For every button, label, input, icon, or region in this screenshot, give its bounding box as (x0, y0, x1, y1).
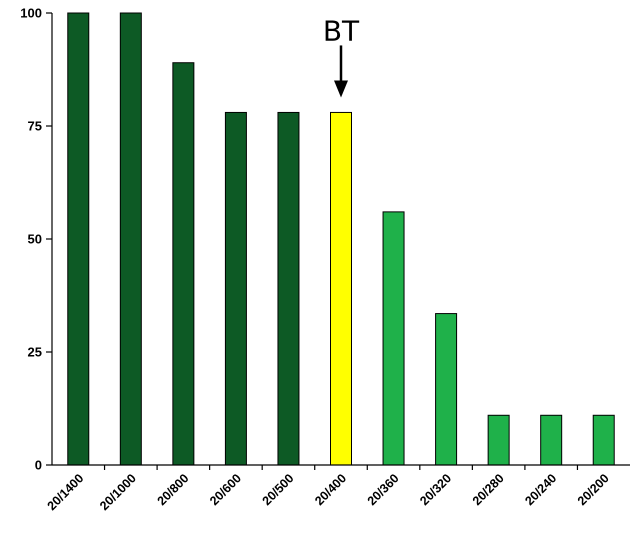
y-tick-label: 50 (28, 232, 42, 247)
x-tick-label: 20/280 (470, 471, 507, 508)
bar-20-320 (435, 313, 458, 466)
x-axis-labels: 20/1400 20/1000 20/800 20/600 20/500 20/400 20… (45, 471, 612, 513)
bar-20-800 (172, 62, 195, 466)
y-tick-label: 75 (28, 119, 42, 134)
x-tick-label: 20/1400 (45, 471, 87, 513)
bar-20-240 (540, 414, 563, 466)
bar-20-400 (330, 111, 352, 466)
x-tick-label: 20/320 (417, 471, 454, 508)
y-axis-ticks: 0 25 50 75 100 (20, 6, 579, 473)
annotation-label: BT (323, 14, 360, 47)
x-tick-label: 20/200 (575, 471, 612, 508)
bar-20-360 (382, 211, 405, 466)
x-tick-label: 20/1000 (97, 471, 139, 513)
x-tick-label: 20/600 (207, 471, 244, 508)
x-tick-label: 20/400 (312, 471, 349, 508)
x-tick-label: 20/240 (522, 471, 559, 508)
y-tick-label: 100 (20, 6, 42, 21)
x-tick-label: 20/800 (155, 471, 192, 508)
x-tick-label: 20/500 (260, 471, 297, 508)
y-tick-label: 25 (28, 345, 42, 360)
bar-20-600 (224, 111, 247, 466)
bar-20-1400 (67, 12, 90, 466)
bar-20-280 (487, 414, 510, 466)
bar-20-500 (277, 111, 300, 466)
y-tick-label: 0 (35, 458, 42, 473)
x-tick-label: 20/360 (365, 471, 402, 508)
bar-20-200 (592, 414, 615, 466)
bar-20-1000 (119, 12, 142, 466)
arrow-head-icon (334, 80, 348, 98)
bt-annotation: BT (323, 14, 360, 98)
bars (67, 12, 615, 466)
